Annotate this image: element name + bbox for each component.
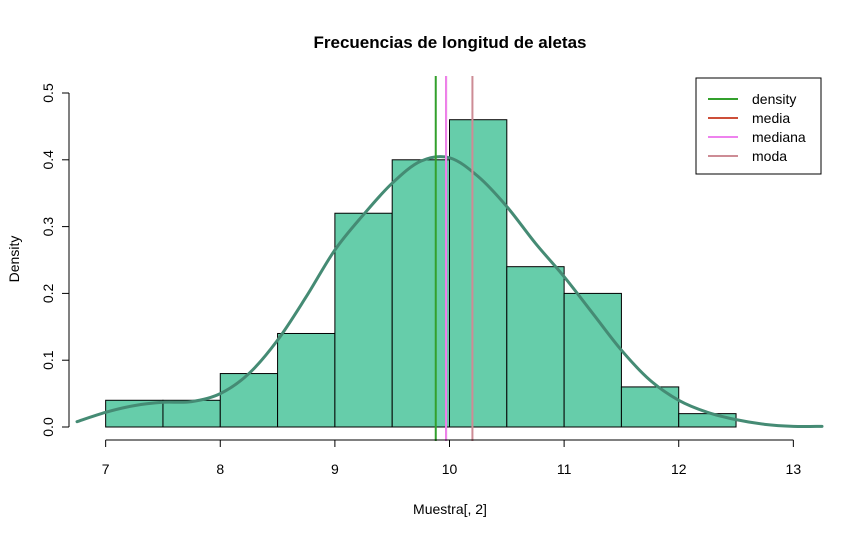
y-tick-label-2: 0.2 [40, 283, 56, 303]
legend-label-media: media [752, 110, 790, 126]
x-tick-label-5: 12 [671, 461, 687, 477]
density-curve [75, 155, 824, 428]
x-tick-label-1: 8 [216, 461, 224, 477]
x-axis-label: Muestra[, 2] [413, 501, 487, 517]
histogram-bar-9 [620, 386, 680, 428]
histogram-bar-4 [334, 212, 393, 428]
legend-label-density: density [752, 91, 796, 107]
histogram-bar-7 [506, 266, 565, 428]
density-curve-layer [75, 155, 824, 428]
legend-box [695, 77, 822, 175]
histogram-bar-6 [449, 119, 508, 428]
legend-label-mediana: mediana [752, 129, 806, 145]
x-axis: 7 8 9 10 11 12 13 [102, 439, 802, 477]
y-tick-label-5: 0.5 [40, 83, 56, 103]
y-tick-label-3: 0.3 [40, 217, 56, 237]
y-tick-label-4: 0.4 [40, 150, 56, 170]
y-axis: 0.0 0.1 0.2 0.3 0.4 0.5 [40, 83, 70, 437]
x-tick-label-4: 11 [557, 461, 572, 477]
y-tick-label-0: 0.0 [40, 417, 56, 437]
chart-title: Frecuencias de longitud de aletas [313, 33, 586, 52]
x-tick-label-3: 10 [442, 461, 458, 477]
x-tick-label-0: 7 [102, 461, 110, 477]
histogram-bar-1 [162, 399, 221, 428]
histogram-bar-2 [219, 373, 279, 428]
y-tick-label-1: 0.1 [40, 350, 56, 370]
legend-label-moda: moda [752, 148, 787, 164]
x-tick-label-2: 9 [331, 461, 339, 477]
histogram-bar-3 [277, 332, 336, 428]
x-tick-label-6: 13 [786, 461, 802, 477]
reference-lines [434, 76, 474, 441]
histogram-bar-5 [391, 159, 451, 428]
histogram-bar-10 [678, 413, 737, 428]
histogram-bars [105, 119, 737, 428]
y-axis-label: Density [6, 236, 22, 283]
legend: density media mediana moda [695, 77, 822, 175]
